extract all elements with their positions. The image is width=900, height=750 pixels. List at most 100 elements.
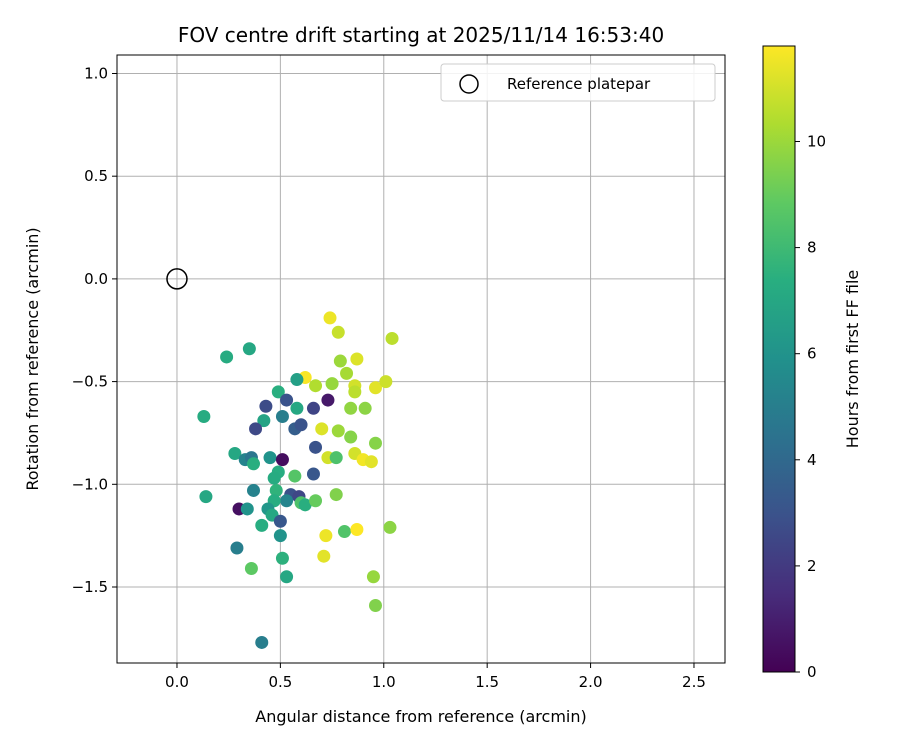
data-point <box>364 455 378 469</box>
plot-frame <box>116 54 726 664</box>
data-point <box>358 401 372 415</box>
data-point <box>280 494 294 508</box>
x-axis-label: Angular distance from reference (arcmin) <box>255 707 586 726</box>
data-point <box>329 451 343 465</box>
data-point <box>259 399 273 413</box>
colorbar-gradient <box>762 45 796 673</box>
data-point <box>255 518 269 532</box>
y-axis-label: Rotation from reference (arcmin) <box>23 227 42 490</box>
data-point <box>323 311 337 325</box>
colorbar-ticks: 0 2 4 6 8 10 <box>795 132 826 681</box>
data-point <box>246 457 260 471</box>
colorbar-label: Hours from first FF file <box>843 270 862 449</box>
data-point <box>246 483 260 497</box>
colorbar-tick-label: 8 <box>807 239 817 257</box>
data-point <box>329 488 343 502</box>
data-point <box>350 352 364 366</box>
data-point <box>275 410 289 424</box>
data-point <box>230 541 244 555</box>
data-point <box>275 453 289 467</box>
data-point <box>240 502 254 516</box>
y-tick-label: 0.0 <box>84 270 108 288</box>
x-tick-label: 0.0 <box>165 673 189 691</box>
reference-platepar-marker <box>166 268 188 290</box>
data-point <box>267 471 281 485</box>
data-point <box>263 451 277 465</box>
legend-label-reference-platepar: Reference platepar <box>507 75 651 93</box>
data-point <box>197 410 211 424</box>
data-point <box>344 430 358 444</box>
data-point <box>288 469 302 483</box>
data-point <box>309 494 323 508</box>
data-point <box>337 525 351 539</box>
y-axis-ticks: 1.0 0.5 0.0 −0.5 −1.0 −1.5 <box>72 64 117 596</box>
data-point <box>315 422 329 436</box>
x-tick-label: 2.0 <box>579 673 603 691</box>
plot-background <box>117 55 725 663</box>
scatter-points <box>197 311 399 649</box>
grid-lines <box>117 55 725 663</box>
data-point <box>379 375 393 389</box>
data-point <box>273 514 287 528</box>
x-tick-label: 1.0 <box>372 673 396 691</box>
colorbar-tick-label: 6 <box>807 345 817 363</box>
y-tick-label: −1.0 <box>72 475 108 493</box>
data-point <box>309 440 323 454</box>
data-point <box>228 446 242 460</box>
x-tick-label: 2.5 <box>682 673 706 691</box>
data-point <box>280 570 294 584</box>
data-point <box>220 350 234 364</box>
data-point <box>331 424 345 438</box>
y-tick-label: −0.5 <box>72 373 108 391</box>
data-point <box>321 393 335 407</box>
data-point <box>249 422 263 436</box>
data-point <box>366 570 380 584</box>
data-point <box>309 379 323 393</box>
data-point <box>350 522 364 536</box>
data-point <box>242 342 256 356</box>
data-point <box>280 393 294 407</box>
data-point <box>290 401 304 415</box>
data-point <box>340 366 354 380</box>
colorbar-tick-label: 4 <box>807 451 817 469</box>
colorbar: 0 2 4 6 8 10 Hours from first FF file <box>762 45 862 681</box>
colorbar-tick-label: 2 <box>807 557 817 575</box>
data-point <box>306 467 320 481</box>
reference-marker-group <box>166 268 188 290</box>
data-point <box>269 483 283 497</box>
data-point <box>369 436 383 450</box>
data-point <box>383 520 397 534</box>
data-point <box>257 414 271 428</box>
colorbar-tick-label: 10 <box>807 132 826 150</box>
y-tick-label: 1.0 <box>84 64 108 82</box>
data-point <box>298 498 312 512</box>
data-point <box>348 385 362 399</box>
legend: Reference platepar <box>440 63 716 102</box>
x-tick-label: 0.5 <box>268 673 292 691</box>
data-point <box>369 381 383 395</box>
data-point <box>290 373 304 387</box>
data-point <box>333 354 347 368</box>
data-point <box>344 401 358 415</box>
legend-reference-marker <box>459 74 479 94</box>
data-point <box>385 331 399 345</box>
data-point <box>271 385 285 399</box>
data-point <box>273 529 287 543</box>
data-point <box>199 490 213 504</box>
data-point <box>319 529 333 543</box>
y-tick-label: −1.5 <box>72 578 108 596</box>
data-point <box>244 562 258 576</box>
data-point <box>317 549 331 563</box>
data-point <box>331 325 345 339</box>
data-point <box>294 418 308 432</box>
x-axis-ticks: 0.0 0.5 1.0 1.5 2.0 2.5 <box>165 663 706 691</box>
data-point <box>275 551 289 565</box>
data-point <box>255 635 269 649</box>
x-tick-label: 1.5 <box>475 673 499 691</box>
legend-box <box>440 63 716 102</box>
y-tick-label: 0.5 <box>84 167 108 185</box>
colorbar-tick-label: 0 <box>807 663 817 681</box>
chart-title: FOV centre drift starting at 2025/11/14 … <box>178 23 664 47</box>
data-point <box>306 401 320 415</box>
